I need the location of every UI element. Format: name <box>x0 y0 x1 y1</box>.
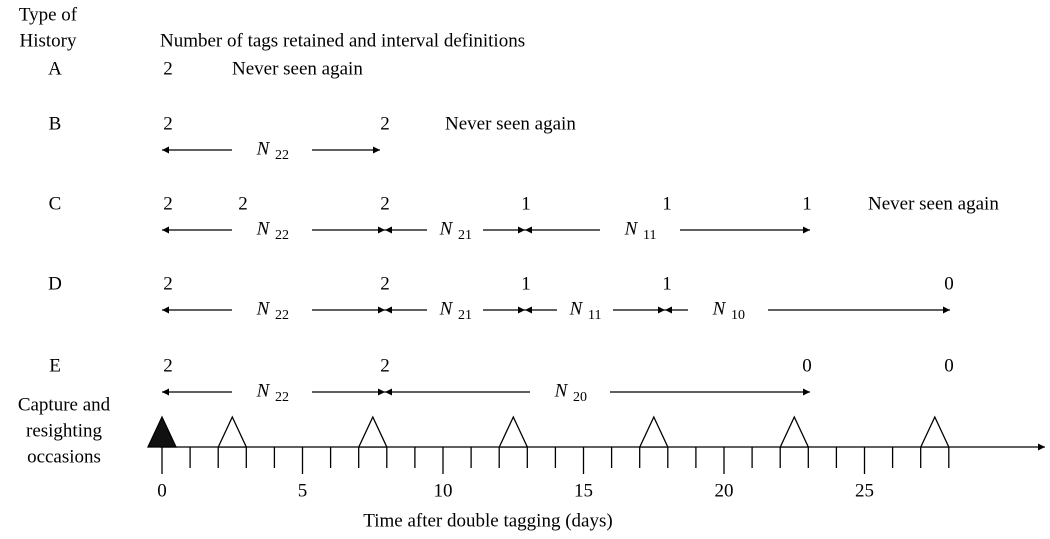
interval-sub: 11 <box>588 308 601 323</box>
tag-count: 2 <box>163 273 173 294</box>
interval-sub: 22 <box>275 390 289 405</box>
occasions-label: occasions <box>27 446 101 467</box>
tag-count: 2 <box>163 193 173 214</box>
row-label: A <box>48 58 62 79</box>
interval-symbol: N <box>256 380 271 401</box>
occasion-marker <box>357 415 388 448</box>
interval-sub: 11 <box>643 228 656 243</box>
interval-sub: 10 <box>731 308 745 323</box>
interval-symbol: N <box>624 218 639 239</box>
axis-label: Time after double tagging (days) <box>363 510 612 531</box>
tag-count: 2 <box>163 113 173 134</box>
tag-count: 2 <box>163 355 173 376</box>
note: Never seen again <box>868 193 999 214</box>
interval-symbol: N <box>256 298 271 319</box>
tag-count: 2 <box>380 113 390 134</box>
tick-label: 5 <box>298 480 308 501</box>
interval-sub: 21 <box>458 228 472 243</box>
tick-label: 25 <box>855 480 874 501</box>
tag-count: 0 <box>944 273 954 294</box>
interval-sub: 22 <box>275 308 289 323</box>
tag-count: 1 <box>662 193 672 214</box>
row-label: C <box>49 193 62 214</box>
interval-symbol: N <box>439 298 454 319</box>
interval-symbol: N <box>569 298 584 319</box>
interval-symbol: N <box>439 218 454 239</box>
tick-label: 20 <box>715 480 734 501</box>
interval-symbol: N <box>554 380 569 401</box>
tag-count: 1 <box>802 193 812 214</box>
header-history: History <box>20 30 78 51</box>
tag-count: 2 <box>238 193 248 214</box>
occasion-marker <box>146 415 178 448</box>
tag-count: 2 <box>380 193 390 214</box>
tag-count: 2 <box>380 355 390 376</box>
occasion-marker <box>498 415 529 448</box>
header-title: Number of tags retained and interval def… <box>160 30 525 51</box>
occasion-marker <box>919 415 950 448</box>
interval-symbol: N <box>256 218 271 239</box>
tag-count: 0 <box>944 355 954 376</box>
row-label: B <box>49 113 62 134</box>
row-label: D <box>48 273 62 294</box>
occasion-marker <box>779 415 810 448</box>
tag-count: 1 <box>662 273 672 294</box>
tag-count: 0 <box>802 355 812 376</box>
interval-sub: 21 <box>458 308 472 323</box>
interval-symbol: N <box>256 138 271 159</box>
tick-label: 0 <box>157 480 167 501</box>
tag-count: 2 <box>163 58 173 79</box>
header-history: Type of <box>19 4 78 25</box>
row-label: E <box>49 355 61 376</box>
interval-sub: 20 <box>573 390 587 405</box>
tick-label: 10 <box>434 480 453 501</box>
interval-symbol: N <box>712 298 727 319</box>
interval-sub: 22 <box>275 148 289 163</box>
occasion-marker <box>217 415 248 448</box>
occasions-label: resighting <box>26 420 102 441</box>
occasions-label: Capture and <box>18 394 111 415</box>
interval-sub: 22 <box>275 228 289 243</box>
note: Never seen again <box>232 58 363 79</box>
tag-count: 1 <box>521 273 531 294</box>
tag-count: 1 <box>521 193 531 214</box>
tag-count: 2 <box>380 273 390 294</box>
note: Never seen again <box>445 113 576 134</box>
occasion-marker <box>638 415 669 448</box>
tick-label: 15 <box>574 480 593 501</box>
